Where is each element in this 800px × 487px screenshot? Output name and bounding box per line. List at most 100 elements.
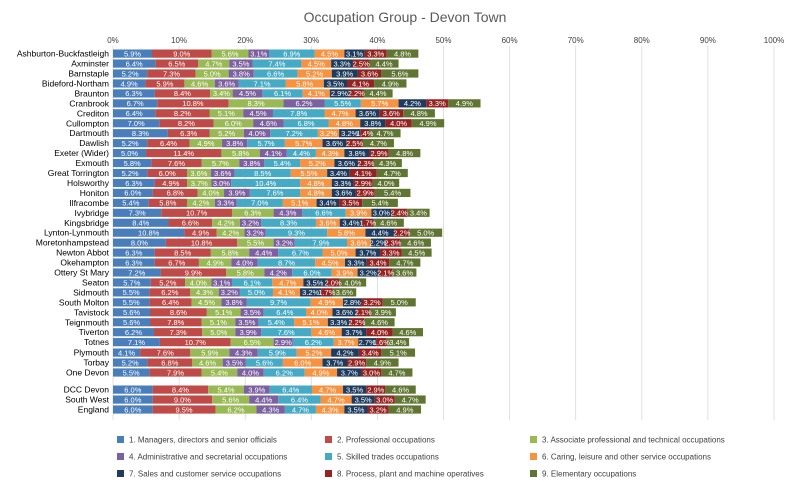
bar-segment: [320, 395, 352, 404]
x-tick-label: 70%: [568, 36, 584, 45]
bar-segment: [268, 49, 315, 58]
bar-segment: [256, 405, 285, 414]
bar-segment: [345, 208, 372, 217]
x-tick-label: 60%: [502, 36, 518, 45]
bar-segment: [301, 59, 332, 68]
data-label: 4.7%: [388, 368, 405, 377]
data-label: 6.0%: [124, 395, 141, 404]
data-label: 7.3%: [163, 69, 180, 78]
data-label: 6.6%: [315, 209, 332, 218]
data-label: 3.8%: [364, 119, 381, 128]
bar-segment: [327, 168, 350, 178]
data-label: 3.6%: [214, 169, 231, 178]
data-label: 4.3%: [262, 405, 279, 414]
data-label: 4.6%: [380, 219, 397, 228]
bar-segment: [409, 228, 443, 237]
bar-segment: [364, 49, 387, 58]
bar-segment: [346, 358, 367, 367]
bar-row: [113, 278, 367, 287]
data-label: 4.0%: [377, 179, 394, 188]
bar-segment: [113, 158, 152, 168]
data-label: 4.6%: [371, 318, 388, 327]
bar-segment: [149, 368, 202, 377]
bar-segment: [113, 59, 156, 68]
data-label: 3.9%: [336, 268, 353, 277]
bar-segment: [339, 129, 361, 138]
bar-segment: [192, 358, 223, 367]
data-label: 6.4%: [291, 395, 308, 404]
bar-segment: [357, 268, 379, 277]
data-label: 3.7%: [191, 179, 208, 188]
data-label: 10.7%: [186, 209, 208, 218]
data-label: 3.5%: [346, 385, 363, 394]
data-label: 4.7%: [396, 258, 413, 267]
data-label: 3.6%: [338, 159, 355, 168]
data-label: 3.6%: [350, 238, 367, 247]
bar-segment: [237, 368, 264, 377]
bar-segment: [154, 248, 211, 257]
bar-row: [113, 238, 431, 247]
bar-segment: [332, 308, 357, 317]
bar-segment: [211, 278, 232, 287]
bar-segment: [315, 258, 346, 267]
category-label: Exeter (Wider): [54, 148, 109, 158]
data-label: 6.2%: [276, 368, 293, 377]
data-label: 6.4%: [162, 298, 179, 307]
bar-row: [113, 268, 417, 277]
bar-segment: [327, 318, 350, 327]
bar-segment: [300, 288, 322, 297]
bar-segment: [187, 178, 212, 188]
data-label: 6.1%: [274, 89, 291, 98]
bar-segment: [286, 149, 316, 158]
bar-segment: [285, 79, 324, 88]
bar-segment: [151, 158, 202, 168]
bar-segment: [374, 79, 407, 88]
data-label: 8.0%: [131, 238, 148, 247]
data-label: 9.3%: [288, 229, 305, 238]
x-tick-label: 80%: [634, 36, 650, 45]
data-label: 3.7%: [337, 338, 354, 347]
data-label: 4.5%: [308, 59, 325, 68]
data-label: 3.5%: [226, 358, 243, 367]
bar-segment: [278, 395, 321, 404]
data-label: 6.2%: [161, 288, 178, 297]
bar-segment: [113, 168, 148, 178]
bar-segment: [263, 308, 307, 317]
data-label: 6.2%: [227, 405, 244, 414]
data-label: 5.4%: [268, 318, 285, 327]
data-label: 4.1%: [118, 348, 135, 357]
bar-segment: [366, 358, 399, 367]
bar-segment: [201, 158, 240, 168]
bar-segment: [155, 59, 199, 68]
bar-segment: [212, 218, 240, 227]
x-tick-label: 10%: [171, 36, 187, 45]
data-label: 5.4%: [371, 199, 388, 208]
data-label: 1.6%: [373, 338, 390, 347]
bar-row: [113, 228, 443, 237]
bar-segment: [146, 149, 222, 158]
bar-segment: [324, 109, 356, 118]
category-label: Lynton-Lynmouth: [44, 228, 109, 238]
data-label: 5.6%: [391, 69, 408, 78]
data-label: 6.3%: [244, 209, 261, 218]
data-label: 5.8%: [338, 229, 355, 238]
bar-segment: [152, 405, 216, 414]
bar-segment: [155, 109, 210, 118]
data-label: 3.0%: [363, 368, 380, 377]
data-label: 6.4%: [160, 139, 177, 148]
bar-segment: [229, 59, 253, 68]
bar-segment: [209, 109, 244, 118]
data-label: 5.8%: [237, 268, 254, 277]
bar-segment: [113, 109, 156, 118]
bar-segment: [344, 405, 368, 414]
bar-segment: [400, 238, 431, 247]
category-label: Tavistock: [74, 307, 110, 317]
bar-segment: [160, 268, 227, 277]
bar-segment: [379, 109, 404, 118]
data-label: 3.6%: [335, 189, 352, 198]
bar-segment: [147, 358, 193, 367]
bar-row: [113, 348, 416, 357]
data-label: 11.4%: [173, 149, 194, 158]
data-label: 3.5%: [327, 79, 344, 88]
bar-segment: [355, 188, 375, 197]
